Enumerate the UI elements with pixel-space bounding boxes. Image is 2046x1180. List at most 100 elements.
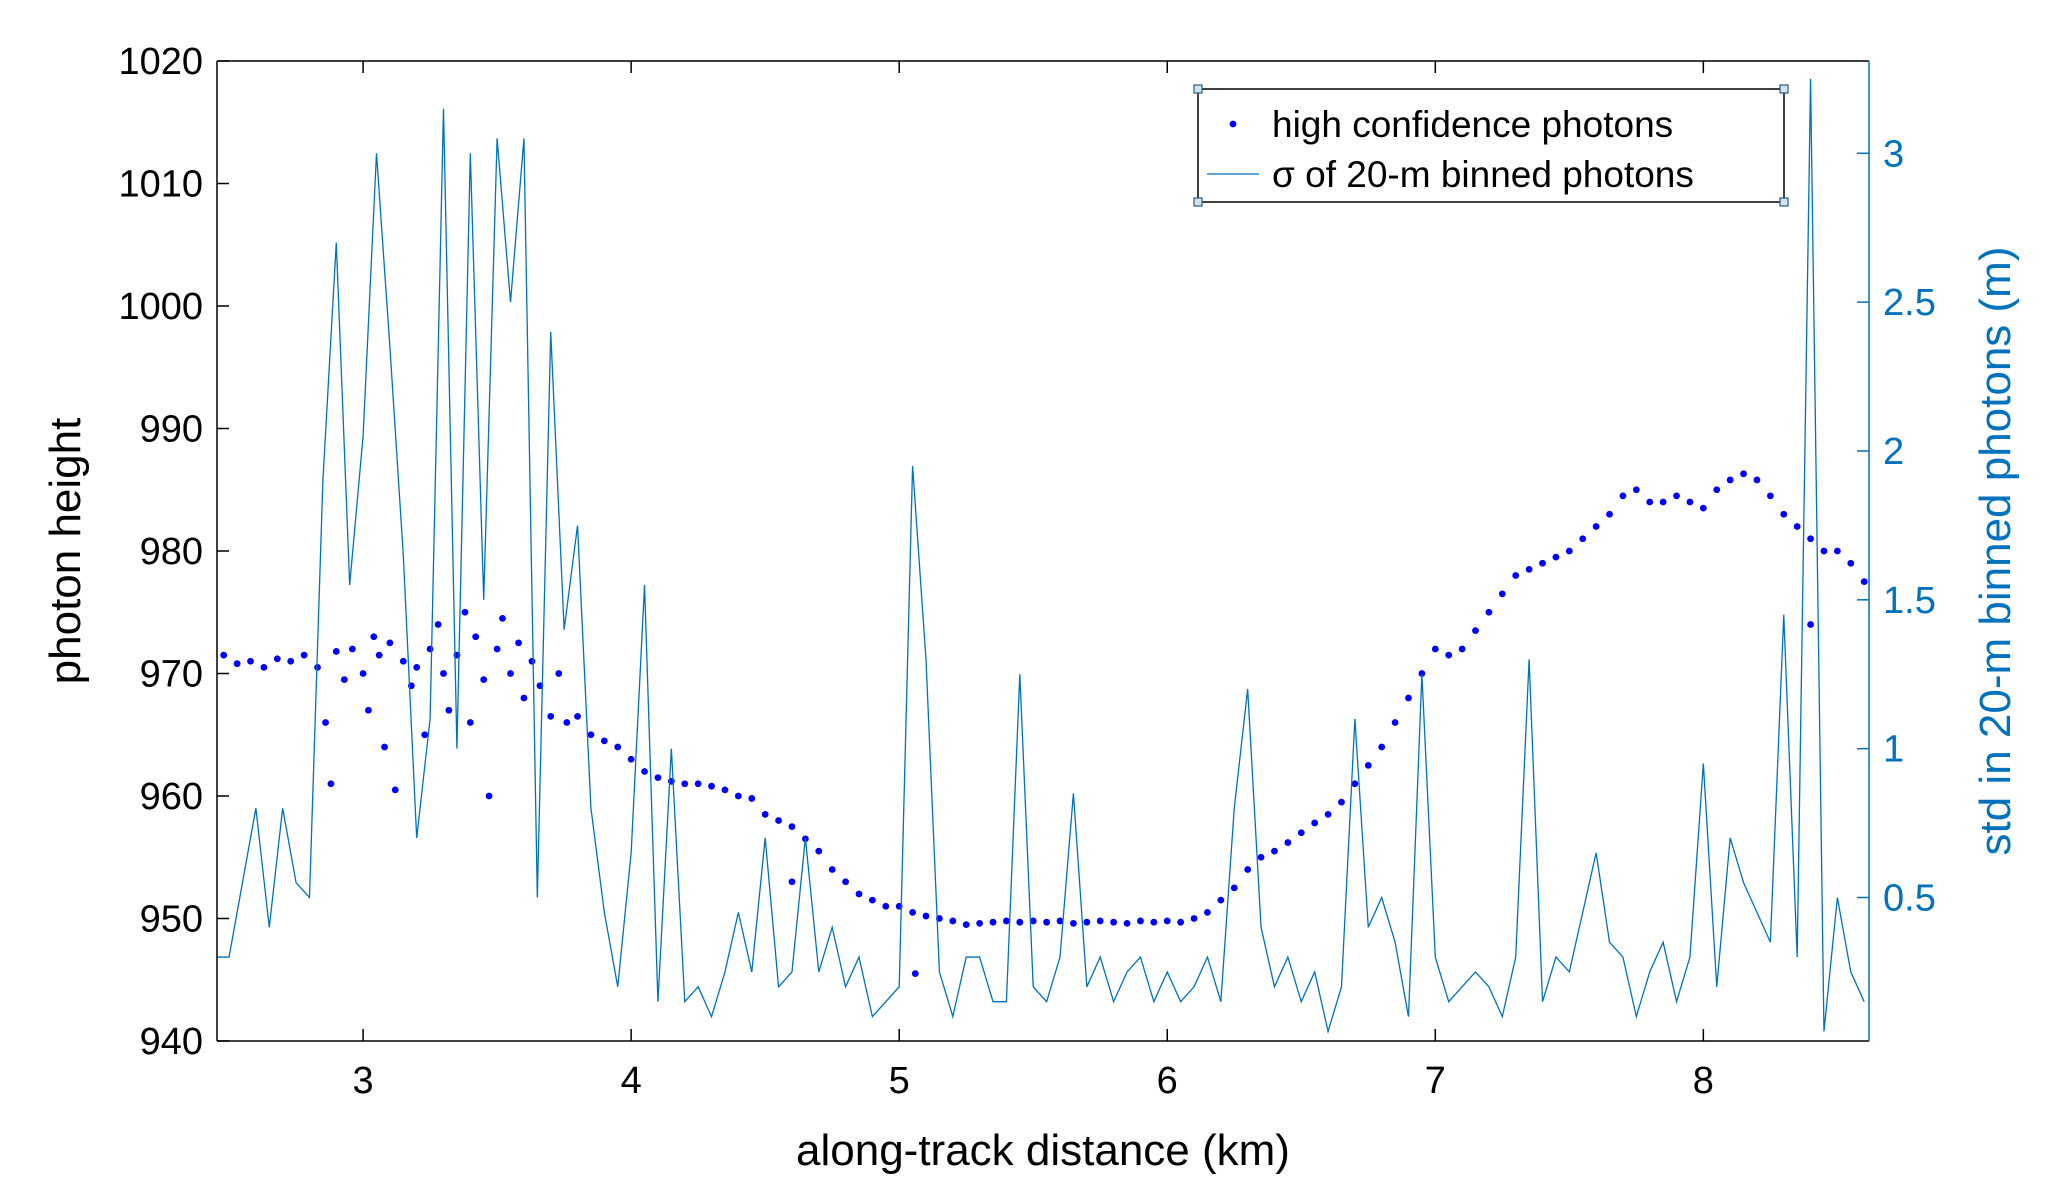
photon-point <box>1847 559 1855 567</box>
legend-handle <box>1779 197 1789 207</box>
photon-point <box>1405 694 1412 702</box>
x-axis-label: along-track distance (km) <box>796 1126 1290 1175</box>
photon-point <box>1137 917 1144 925</box>
y2-tick-label: 1.5 <box>1883 580 1936 622</box>
photon-point <box>1338 798 1345 806</box>
photon-point <box>466 719 474 726</box>
photon-point <box>962 921 970 929</box>
photon-point <box>381 743 388 751</box>
photon-point <box>1458 645 1466 653</box>
photon-point <box>654 774 662 782</box>
photon-point <box>1512 572 1520 579</box>
photon-point <box>600 737 608 745</box>
photon-point <box>413 663 421 671</box>
photon-point <box>426 645 434 653</box>
photon-point <box>694 780 702 788</box>
photon-point <box>1431 645 1439 653</box>
photon-point <box>1284 839 1292 846</box>
photon-point <box>574 712 581 720</box>
photon-point <box>1003 917 1010 925</box>
photon-point <box>1016 918 1024 926</box>
photon-point <box>1056 917 1064 925</box>
photon-point <box>555 670 563 677</box>
photon-point <box>1780 510 1788 518</box>
y2-tick-label: 1 <box>1883 729 1904 771</box>
photon-point <box>1552 553 1560 561</box>
photon-point <box>547 712 555 720</box>
photon-point <box>348 645 356 653</box>
photon-point <box>1713 486 1721 494</box>
photon-point <box>507 670 514 677</box>
photon-point <box>1096 917 1104 925</box>
photon-point <box>828 866 836 873</box>
photon-point <box>1539 559 1546 567</box>
photon-point <box>260 663 268 671</box>
photon-point <box>480 676 488 684</box>
x-tick-label: 7 <box>1425 1060 1446 1102</box>
photon-point <box>287 657 295 665</box>
photon-point <box>681 780 689 788</box>
photon-point <box>1793 523 1801 530</box>
photon-point <box>1190 915 1198 922</box>
photon-point <box>1110 918 1118 926</box>
photon-point <box>370 633 378 641</box>
photon-point <box>1150 918 1158 926</box>
photon-point <box>1043 918 1051 926</box>
photon-point <box>1833 547 1841 555</box>
photon-point <box>1324 810 1332 818</box>
photon-point <box>911 970 919 978</box>
y2-tick-label: 2 <box>1883 431 1904 473</box>
y-tick-label: 1020 <box>118 41 203 83</box>
photon-point <box>587 731 595 739</box>
photon-point <box>1271 847 1278 855</box>
photon-point <box>855 890 863 898</box>
photon-point <box>528 657 536 665</box>
photon-point <box>1673 492 1680 500</box>
photon-point <box>365 706 372 714</box>
photon-point <box>1619 492 1627 500</box>
y-axis-label: photon height <box>41 418 90 685</box>
photon-point <box>1070 920 1077 927</box>
photon-point <box>1498 590 1506 598</box>
photon-point <box>1083 918 1091 926</box>
photon-point <box>520 694 528 702</box>
photon-point <box>1378 743 1386 751</box>
photon-point <box>499 614 506 622</box>
photon-point <box>1632 486 1640 494</box>
y-tick-label: 960 <box>140 776 203 818</box>
photon-point <box>1297 829 1305 837</box>
photon-point <box>485 792 493 800</box>
x-tick-label: 5 <box>889 1060 910 1102</box>
photon-point <box>461 608 469 616</box>
photon-point <box>1364 761 1372 769</box>
photon-point <box>1579 535 1587 543</box>
photon-point <box>1565 547 1573 555</box>
photon-point <box>399 657 407 665</box>
photon-point <box>761 810 769 818</box>
plot-clip <box>217 78 1868 1035</box>
x-tick-label: 4 <box>621 1060 642 1102</box>
photon-point <box>976 920 984 927</box>
photon-point <box>627 755 635 763</box>
photon-point <box>748 795 756 802</box>
photon-point <box>842 878 849 886</box>
y2-axis-label: std in 20-m binned photons (m) <box>1971 247 2020 856</box>
photon-point <box>1726 476 1734 484</box>
photon-point <box>708 782 715 790</box>
photon-point <box>1204 908 1211 916</box>
plot-area <box>217 61 1869 1041</box>
photon-point <box>1311 819 1319 827</box>
photon-point <box>1445 651 1453 659</box>
photon-point <box>1029 917 1037 925</box>
x-tick-label: 6 <box>1157 1060 1178 1102</box>
photon-point <box>1217 896 1225 904</box>
y2-tick-label: 2.5 <box>1883 282 1936 324</box>
photon-point <box>1391 719 1399 726</box>
photon-point <box>233 660 241 668</box>
photon-point <box>1646 498 1654 506</box>
photon-point <box>1820 547 1828 555</box>
y-tick-label: 980 <box>140 531 203 573</box>
photon-point <box>340 676 348 684</box>
legend-box <box>1197 88 1785 203</box>
photon-point <box>327 780 335 788</box>
